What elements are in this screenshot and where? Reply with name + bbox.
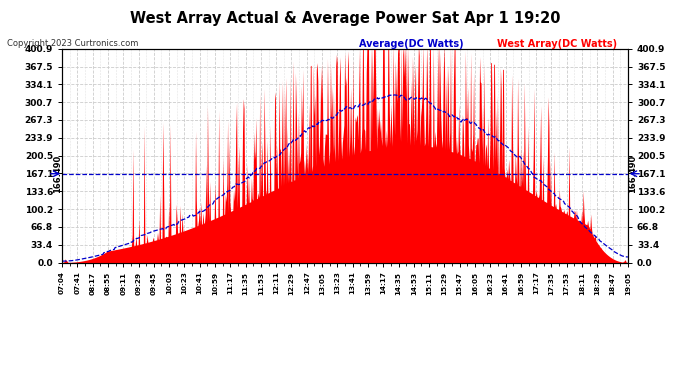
Text: Average(DC Watts): Average(DC Watts) — [359, 39, 464, 50]
Text: West Array(DC Watts): West Array(DC Watts) — [497, 39, 617, 50]
Text: 166.490: 166.490 — [52, 154, 61, 193]
Text: West Array Actual & Average Power Sat Apr 1 19:20: West Array Actual & Average Power Sat Ap… — [130, 11, 560, 26]
Text: 166.490: 166.490 — [629, 154, 638, 193]
Text: Copyright 2023 Curtronics.com: Copyright 2023 Curtronics.com — [7, 39, 138, 48]
